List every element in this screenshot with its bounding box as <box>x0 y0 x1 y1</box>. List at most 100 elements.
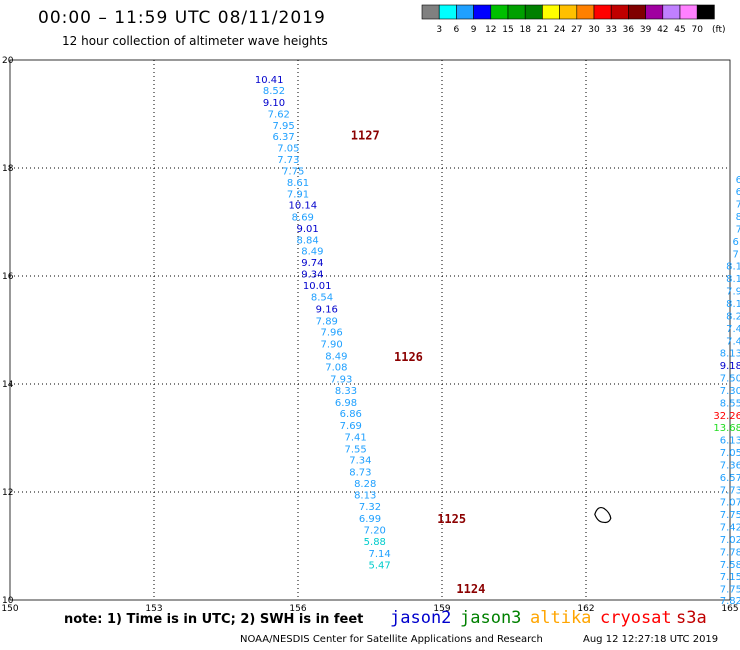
page-subtitle: 12 hour collection of altimeter wave hei… <box>62 34 328 48</box>
track-label: 1125 <box>437 512 466 526</box>
data-label: 8.2 <box>726 311 740 322</box>
data-label: 7.32 <box>359 502 381 513</box>
track-label: 1127 <box>351 129 380 143</box>
data-label: 7.55 <box>344 444 366 455</box>
x-tick-label: 156 <box>289 604 306 614</box>
data-label: 8.49 <box>301 247 323 258</box>
data-label: 8.73 <box>349 467 371 478</box>
colorbar-tick-label: 36 <box>623 25 635 35</box>
data-label: 9.18 <box>720 361 740 372</box>
data-label: 7.75 <box>282 167 304 178</box>
colorbar-tick-label: 33 <box>605 25 616 35</box>
data-label: 7.9 <box>726 287 740 298</box>
data-label: 7.05 <box>720 448 740 459</box>
data-label: 8.33 <box>335 386 357 397</box>
data-label: 9.34 <box>301 269 323 280</box>
x-tick-label: 153 <box>145 604 162 614</box>
data-label: 7.20 <box>364 525 386 536</box>
data-label: 7.82 <box>720 596 740 607</box>
data-label: 7.69 <box>340 421 362 432</box>
data-label: 8.1 <box>726 274 740 285</box>
legend-item-jason3: jason3 <box>460 608 522 628</box>
colorbar-tick-label: 24 <box>554 25 566 35</box>
data-label: 8.13 <box>720 349 740 360</box>
y-tick-label: 12 <box>2 488 13 498</box>
x-tick-label: 165 <box>721 604 738 614</box>
data-label: 7.91 <box>287 189 309 200</box>
data-label: 7.73 <box>277 155 299 166</box>
colorbar-tick-label: 6 <box>454 25 460 35</box>
y-tick-label: 18 <box>2 164 14 174</box>
footer-credit: NOAA/NESDIS Center for Satellite Applica… <box>240 634 543 645</box>
colorbar-tick-label: 30 <box>588 25 600 35</box>
colorbar-tick-label: 9 <box>471 25 477 35</box>
y-tick-label: 16 <box>2 272 14 282</box>
data-label: 8.69 <box>292 213 314 224</box>
colorbar-tick-label: 3 <box>436 25 442 35</box>
island-outline <box>594 506 612 524</box>
data-label: 7.05 <box>277 143 299 154</box>
data-label: 7.96 <box>320 328 342 339</box>
data-label: 9.74 <box>301 258 323 269</box>
colorbar-tick-label: 27 <box>571 25 582 35</box>
data-label: 8 <box>736 212 740 223</box>
data-label: 7.78 <box>720 547 740 558</box>
data-label: 8.61 <box>287 178 309 189</box>
data-label: 7.4 <box>726 324 740 335</box>
x-tick-label: 159 <box>433 604 450 614</box>
data-label: 8.84 <box>296 235 318 246</box>
x-tick-label: 150 <box>1 604 18 614</box>
footer-timestamp: Aug 12 12:27:18 UTC 2019 <box>583 634 719 645</box>
data-label: 7.14 <box>368 549 390 560</box>
data-label: 9.16 <box>316 304 338 315</box>
data-label: 7.58 <box>720 560 740 571</box>
data-label: 6 <box>736 175 740 186</box>
data-label: 10.01 <box>303 281 332 292</box>
colorbar: 3 6 9 12 15 18 21 24 27 30 33 36 39 42 45 70 (ft) <box>421 4 726 35</box>
data-label: 7.4 <box>726 336 740 347</box>
data-label: 32.26 <box>713 411 740 422</box>
data-label: 9.01 <box>296 224 318 235</box>
data-label: 13.68 <box>713 423 740 434</box>
colorbar-tick-label: 15 <box>502 25 513 35</box>
colorbar-tick-label: 39 <box>640 25 652 35</box>
page-title: 00:00 – 11:59 UTC 08/11/2019 <box>38 8 326 28</box>
data-label: 8.49 <box>325 351 347 362</box>
data-label: 8.1 <box>726 299 740 310</box>
colorbar-tick-label: 18 <box>519 25 531 35</box>
legend-item-altika: altika <box>530 608 592 628</box>
data-label: 7.75 <box>720 585 740 596</box>
data-label: 5.47 <box>368 560 390 571</box>
y-tick-label: 14 <box>2 380 14 390</box>
data-label: 7.89 <box>316 316 338 327</box>
track-label: 1124 <box>456 582 485 596</box>
colorbar-tick-label: 70 <box>691 25 703 35</box>
track-label: 1126 <box>394 350 423 364</box>
data-label: 7 <box>736 224 740 235</box>
data-label: 7.95 <box>272 121 294 132</box>
legend-item-cryosat: cryosat <box>600 608 672 628</box>
data-label: 7.90 <box>320 340 342 351</box>
data-label: 7.93 <box>330 375 352 386</box>
data-label: 7.75 <box>720 510 740 521</box>
data-label: 6.37 <box>272 132 294 143</box>
data-label: 7.08 <box>325 363 347 374</box>
data-label: 7.42 <box>720 523 740 534</box>
data-label: 6 <box>736 187 740 198</box>
data-label: 7. <box>732 249 740 260</box>
data-label: 6.13 <box>720 436 740 447</box>
data-label: 7.73 <box>720 485 740 496</box>
data-label: 10.14 <box>288 201 317 212</box>
data-label: 6.98 <box>335 398 357 409</box>
data-label: 8.1 <box>726 262 740 273</box>
data-label: 7.02 <box>720 535 740 546</box>
colorbar-tick-label: 42 <box>657 25 668 35</box>
data-label: 7.07 <box>720 498 740 509</box>
colorbar-swatch <box>696 4 715 20</box>
colorbar-tick-label: 12 <box>485 25 496 35</box>
data-label: 8.28 <box>354 479 376 490</box>
data-label: 7.50 <box>720 374 740 385</box>
data-label: 8.13 <box>354 491 376 502</box>
colorbar-tick-label: 45 <box>674 25 685 35</box>
